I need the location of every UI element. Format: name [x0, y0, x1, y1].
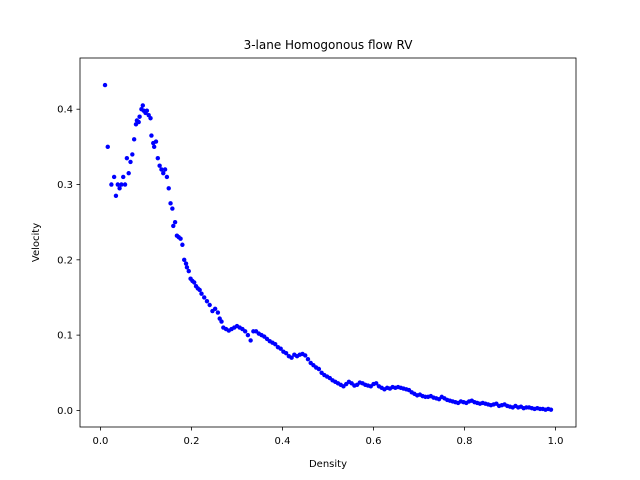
data-point: [245, 332, 251, 338]
x-tick-label: 1.0: [548, 436, 564, 447]
data-point: [182, 257, 187, 263]
x-tick-label: 0.2: [184, 436, 200, 447]
data-point: [303, 353, 308, 358]
x-tick-label: 0.4: [275, 436, 291, 447]
data-point: [166, 186, 171, 191]
data-point: [148, 116, 153, 121]
data-point: [186, 268, 191, 274]
y-tick-label: 0.3: [57, 180, 73, 191]
data-point: [130, 152, 135, 157]
y-tick-label: 0.0: [57, 406, 73, 417]
data-point: [183, 261, 189, 266]
data-point: [207, 302, 212, 308]
data-point: [219, 319, 224, 324]
data-point: [170, 206, 175, 211]
data-point: [305, 357, 311, 362]
data-point: [131, 137, 137, 142]
data-point: [180, 242, 185, 247]
data-point: [172, 219, 178, 225]
data-point: [548, 407, 554, 412]
data-point: [202, 295, 207, 300]
data-point: [124, 155, 130, 161]
data-point: [113, 193, 119, 199]
data-point: [151, 144, 157, 150]
data-point: [140, 103, 145, 108]
data-point: [215, 310, 221, 315]
data-point: [248, 338, 253, 343]
data-point: [192, 280, 197, 285]
data-point: [212, 306, 218, 311]
data-point: [128, 159, 133, 165]
y-tick-label: 0.1: [57, 331, 73, 342]
data-point: [178, 236, 183, 241]
data-point: [126, 171, 131, 176]
data-point: [157, 163, 162, 168]
x-axis-ticks: 0.0 0.2 0.4 0.6 0.8 1.0: [93, 427, 564, 447]
data-point: [109, 182, 114, 187]
data-point: [204, 299, 210, 304]
data-point: [155, 155, 161, 161]
data-point: [137, 114, 142, 119]
data-point: [316, 366, 322, 372]
data-point: [197, 287, 202, 293]
data-point: [171, 223, 176, 229]
data-point: [144, 108, 150, 113]
data-point: [115, 182, 120, 187]
data-point: [161, 171, 166, 176]
data-point: [159, 167, 164, 172]
data-point: [102, 82, 108, 88]
y-tick-label: 0.2: [57, 255, 73, 266]
x-tick-label: 0.8: [457, 436, 473, 447]
data-point: [153, 139, 159, 144]
x-tick-label: 0.0: [93, 436, 109, 447]
data-point: [164, 174, 170, 180]
data-point: [122, 182, 128, 187]
data-point: [283, 351, 289, 356]
plot-frame: [79, 57, 577, 428]
data-point: [184, 265, 190, 270]
y-tick-label: 0.4: [57, 105, 73, 116]
data-point: [111, 174, 117, 180]
data-point: [273, 341, 278, 347]
data-point: [119, 182, 124, 187]
data-point: [168, 201, 173, 206]
data-point: [242, 329, 248, 334]
data-point: [278, 346, 283, 351]
data-point: [374, 381, 379, 386]
data-point: [289, 355, 294, 360]
scatter-points: [102, 82, 554, 412]
x-tick-label: 0.6: [366, 436, 382, 447]
x-axis-label: Density: [309, 459, 347, 470]
data-point: [162, 167, 168, 172]
data-point: [199, 291, 204, 296]
data-point: [105, 144, 110, 150]
data-point: [149, 133, 154, 138]
chart-title: 3-lane Homogonous flow RV: [244, 38, 414, 52]
y-axis-ticks: 0.0 0.1 0.2 0.3 0.4: [57, 105, 80, 417]
data-point: [136, 119, 141, 125]
data-point: [117, 186, 122, 191]
data-point: [121, 174, 126, 180]
y-axis-label: Velocity: [31, 223, 42, 262]
